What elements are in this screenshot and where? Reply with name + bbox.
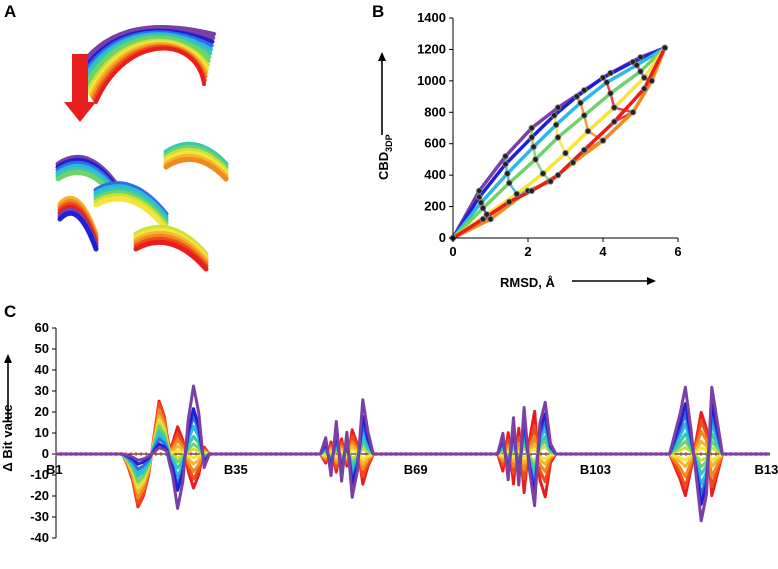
- data-point-5-1: [487, 215, 494, 223]
- data-point-2-6: [603, 79, 610, 86]
- data-point-1-5: [573, 93, 580, 100]
- y-tick-label: 1000: [417, 73, 446, 88]
- x-category-label: B69: [404, 462, 428, 477]
- x-category-label: B1: [46, 462, 63, 477]
- data-point-4-6: [611, 104, 618, 111]
- data-point-4-2: [513, 190, 520, 198]
- data-point-2-5: [577, 99, 584, 107]
- data-point-6-7: [641, 85, 648, 92]
- x-category-label: B103: [580, 462, 611, 477]
- protein-structure-image: [55, 24, 229, 272]
- data-point-3-2: [506, 179, 513, 187]
- data-point-1-6: [599, 74, 607, 81]
- y-axis-arrowhead: [378, 52, 386, 61]
- y-tick-label: 1200: [417, 41, 446, 56]
- y-tick-label: 1400: [417, 10, 446, 25]
- y-tick-label: 200: [424, 199, 446, 214]
- data-point-4-4: [562, 149, 569, 157]
- x-tick-label: 2: [524, 244, 531, 259]
- series-line-c-0: [56, 384, 770, 523]
- data-point-6-4: [554, 171, 562, 179]
- data-point-0-4: [554, 104, 562, 111]
- arrow-strand: [64, 54, 96, 122]
- data-point-6-6: [611, 118, 618, 125]
- data-point-0-1: [476, 187, 483, 195]
- data-point-3-5: [581, 112, 588, 119]
- data-point-0-3: [528, 124, 535, 132]
- data-point-2-1: [477, 199, 485, 206]
- data-point-5-5: [599, 137, 607, 144]
- data-point-5-6: [629, 109, 637, 116]
- x-axis-title: RMSD, Å: [500, 275, 556, 290]
- data-point-4-5: [584, 127, 592, 135]
- beta-sheet-fan: [64, 24, 216, 122]
- data-point-3-4: [554, 134, 562, 141]
- data-point-0-5: [581, 87, 588, 94]
- x-axis-arrowhead: [647, 277, 656, 285]
- y-tick-label-c: 20: [35, 404, 49, 419]
- x-tick-label: 6: [674, 244, 681, 259]
- helix-2-5: [163, 156, 229, 182]
- helical-domain: [55, 141, 229, 272]
- y-tick-label-c: 40: [35, 362, 49, 377]
- y-tick-label-c: 60: [35, 320, 49, 335]
- data-point-3-1: [479, 204, 487, 212]
- data-point-1-2: [502, 160, 509, 168]
- y-tick-label-c: 50: [35, 341, 49, 356]
- y-tick-label-c: -40: [30, 530, 49, 545]
- y-axis-title-c: Δ Bit value: [0, 404, 15, 471]
- chart-b: 0 2 4 6 0 200 400 600 800 1000 1200 1400 RMSD, Å CB…: [376, 10, 682, 290]
- data-point-5-7: [648, 77, 655, 85]
- data-point-3-6: [607, 90, 614, 97]
- data-point-4-7: [641, 74, 648, 81]
- data-point-1-3: [528, 134, 535, 141]
- data-point-3-7: [637, 68, 644, 75]
- data-point-0-2: [502, 153, 509, 160]
- data-point-3-3: [532, 156, 539, 163]
- y-tick-label-c: 30: [35, 383, 49, 398]
- y-tick-label-c: -30: [30, 509, 49, 524]
- y-tick-label-c: 10: [35, 425, 49, 440]
- y-tick-label-c: 0: [42, 446, 49, 461]
- data-point-6-8: [661, 44, 669, 52]
- x-tick-label: 0: [449, 244, 456, 259]
- data-point-1-4: [551, 112, 558, 119]
- chart-c: 60 50 40 30 20 10 0 -10 -20 -30 -40 B1 B35 B69 B103 B1…: [0, 320, 778, 545]
- data-point-2-3: [530, 143, 537, 151]
- panel-label-b: B: [372, 2, 385, 21]
- data-point-6-3: [528, 187, 535, 195]
- data-point-0-7: [637, 54, 644, 61]
- panel-label-c: C: [4, 302, 17, 321]
- data-point-2-2: [504, 170, 511, 177]
- data-point-2-7: [633, 61, 640, 69]
- data-point-6-2: [506, 198, 513, 206]
- helix-3-5: [133, 239, 209, 272]
- y-tick-label: 600: [424, 136, 446, 151]
- data-point-4-1: [483, 211, 490, 218]
- data-point-6-1: [479, 215, 487, 223]
- data-point-6-5: [581, 146, 588, 154]
- data-point-5-3: [547, 178, 554, 185]
- data-point-4-3: [539, 170, 547, 177]
- y-tick-label: 400: [424, 167, 446, 182]
- strand-13: [94, 46, 206, 104]
- helix-4-5: [57, 210, 99, 252]
- data-point-2-4: [552, 121, 560, 129]
- y-axis-arrowhead-c: [4, 354, 12, 363]
- x-category-label: B136: [754, 462, 778, 477]
- y-tick-label-c: -10: [30, 467, 49, 482]
- panel-label-a: A: [4, 2, 17, 21]
- data-point-1-1: [476, 193, 483, 201]
- data-point-0-6: [607, 69, 614, 77]
- x-category-label: B35: [224, 462, 248, 477]
- y-tick-label: 800: [424, 104, 446, 119]
- data-point-5-4: [569, 159, 577, 166]
- helix-1-5: [93, 196, 169, 232]
- y-tick-label-c: -20: [30, 488, 49, 503]
- y-axis-title: CBD3DP: [376, 134, 394, 180]
- x-tick-label: 4: [599, 244, 607, 259]
- y-tick-label: 0: [439, 230, 446, 245]
